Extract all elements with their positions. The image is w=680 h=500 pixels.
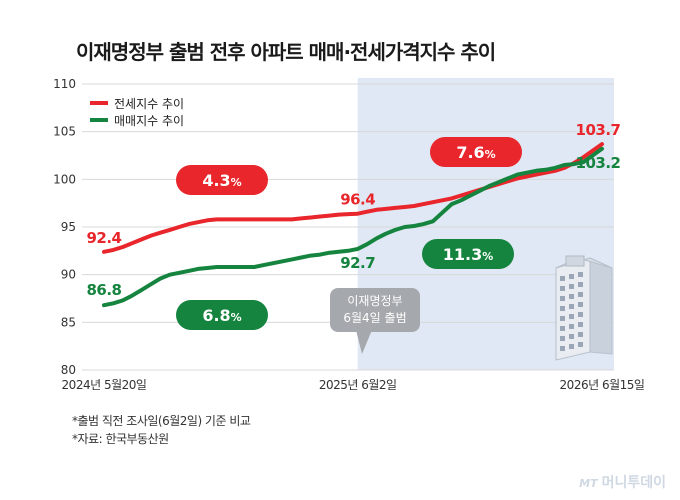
building-window bbox=[560, 336, 565, 341]
change-badge: 4.3% bbox=[176, 165, 268, 195]
building-window bbox=[569, 304, 574, 309]
y-tick-label: 100 bbox=[53, 172, 76, 186]
publisher-name: 머니투데이 bbox=[601, 475, 666, 491]
data-label: 103.2 bbox=[576, 154, 621, 172]
legend-label: 전세지수 추이 bbox=[114, 97, 184, 111]
building-window bbox=[560, 276, 565, 281]
x-tick-label: 2025년 6월2일 bbox=[319, 378, 397, 392]
building-window bbox=[578, 292, 583, 297]
building-window bbox=[560, 316, 565, 321]
building-window bbox=[560, 286, 565, 291]
y-tick-label: 85 bbox=[61, 315, 76, 329]
callout-line-1: 이재명정부 bbox=[347, 294, 402, 308]
data-label: 92.7 bbox=[340, 254, 375, 272]
building-window bbox=[578, 302, 583, 307]
chart-title: 이재명정부 출범 전후 아파트 매매·전세가격지수 추이 bbox=[76, 40, 496, 64]
inauguration-callout: 이재명정부 6월4일 출범 bbox=[330, 288, 420, 354]
y-tick-label: 105 bbox=[53, 125, 76, 139]
publisher-watermark: MT 머니투데이 bbox=[579, 472, 666, 492]
change-badge-label: 4.3% bbox=[202, 171, 241, 190]
building-window bbox=[569, 324, 574, 329]
building-window bbox=[578, 342, 583, 347]
y-tick-label: 80 bbox=[61, 363, 76, 377]
building-window bbox=[560, 306, 565, 311]
building-side bbox=[589, 257, 613, 355]
building-window bbox=[578, 272, 583, 277]
building-window bbox=[569, 294, 574, 299]
building-window bbox=[578, 332, 583, 337]
change-badge-pill bbox=[430, 137, 522, 167]
building-window bbox=[560, 326, 565, 331]
series-line-maemae bbox=[102, 146, 604, 308]
y-tick-label: 90 bbox=[61, 268, 76, 282]
series-line-jeonse bbox=[102, 142, 604, 254]
data-label: 103.7 bbox=[576, 121, 621, 139]
change-badge: 11.3% bbox=[422, 239, 514, 269]
building-window bbox=[569, 314, 574, 319]
callout-box bbox=[330, 288, 420, 332]
y-tick-label: 110 bbox=[53, 77, 76, 91]
change-badge: 6.8% bbox=[176, 300, 268, 330]
building-window bbox=[569, 284, 574, 289]
data-label: 86.8 bbox=[86, 281, 121, 299]
callout-pointer bbox=[356, 330, 372, 354]
legend-label: 매매지수 추이 bbox=[114, 114, 184, 128]
apartment-building-icon bbox=[555, 255, 613, 361]
x-tick-label: 2024년 5월20일 bbox=[62, 378, 147, 392]
change-badge-pill bbox=[176, 300, 268, 330]
y-tick-label: 95 bbox=[61, 220, 76, 234]
building-window bbox=[569, 274, 574, 279]
callout-line-2: 6월4일 출범 bbox=[343, 311, 406, 325]
note-source: *자료: 한국부동산원 bbox=[72, 432, 169, 446]
building-roof-structure bbox=[565, 255, 585, 267]
building-window bbox=[569, 344, 574, 349]
change-badge-pill bbox=[422, 239, 514, 269]
data-label: 92.4 bbox=[86, 229, 121, 247]
note-survey-basis: *출범 직전 조사일(6월2일) 기준 비교 bbox=[72, 414, 251, 428]
building-window bbox=[578, 282, 583, 287]
building-window bbox=[560, 346, 565, 351]
publisher-logo: MT bbox=[579, 477, 598, 490]
change-badge-pill bbox=[176, 165, 268, 195]
building-window bbox=[560, 296, 565, 301]
data-label: 96.4 bbox=[340, 191, 375, 209]
notes: *출범 직전 조사일(6월2일) 기준 비교 *자료: 한국부동산원 bbox=[72, 412, 251, 448]
building-window bbox=[578, 312, 583, 317]
change-badge: 7.6% bbox=[430, 137, 522, 167]
x-tick-label: 2026년 6월15일 bbox=[560, 378, 645, 392]
change-badge-label: 6.8% bbox=[202, 306, 241, 325]
chart-area: 80 85 90 95 100 105 110 2024년 5월20일 2025년 6월2일 20… bbox=[53, 77, 645, 392]
building-window bbox=[569, 334, 574, 339]
change-badge-label: 11.3% bbox=[443, 245, 494, 264]
change-badge-label: 7.6% bbox=[456, 143, 495, 162]
building-window bbox=[578, 322, 583, 327]
